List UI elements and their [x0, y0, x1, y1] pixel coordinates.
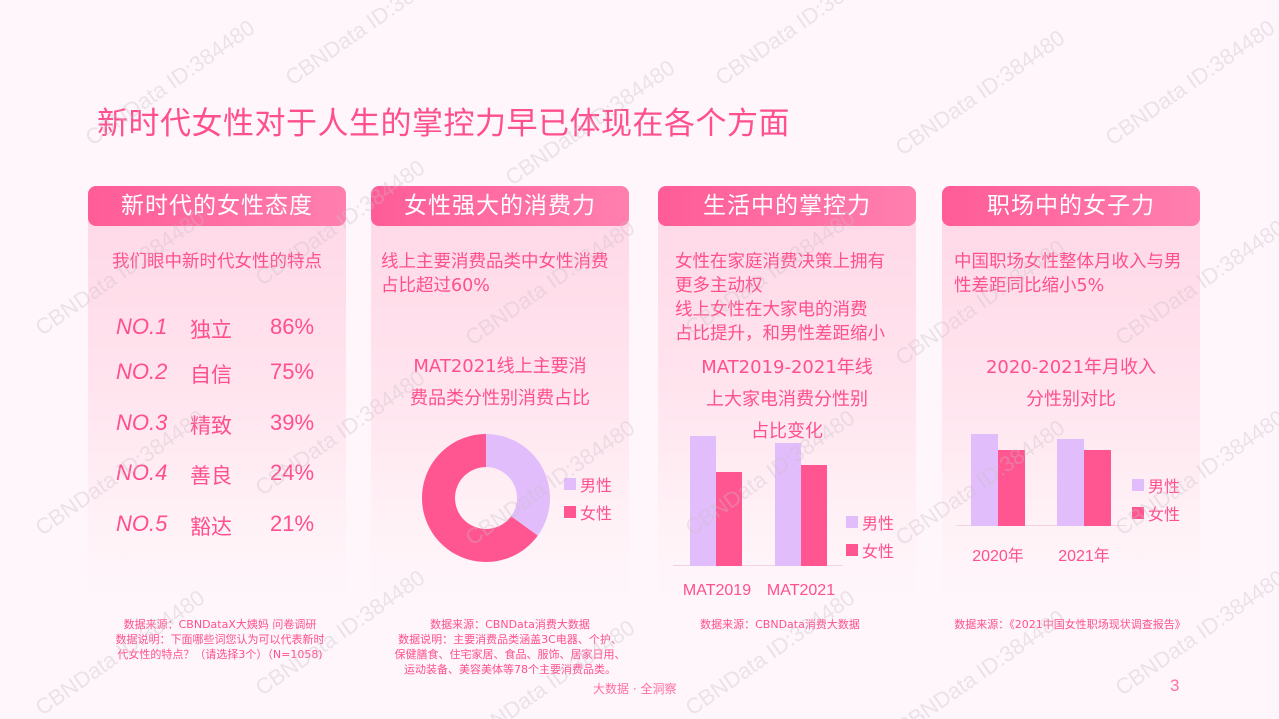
panel-description: 中国职场女性整体月收入与男性差距同比缩小5%: [954, 252, 1182, 296]
legend-item-female: 女性: [564, 498, 612, 526]
rank-row: NO.2 自信 75%: [116, 359, 326, 389]
x-axis-label: MAT2021: [766, 582, 836, 599]
x-axis-label: MAT2019: [682, 582, 752, 599]
chart-title: MAT2019-2021年线 上大家电消费分性别 占比变化: [701, 357, 873, 442]
donut-slice-female: [422, 434, 538, 562]
chart-legend: 男性 女性: [846, 508, 894, 564]
panel-home-control: 生活中的掌控力 女性在家庭消费决策上拥有 更多主动权 线上女性在大家电的消费 占…: [658, 186, 916, 606]
panel-description: 线上主要消费品类中女性消费占比超过60%: [381, 252, 609, 296]
panel-workplace: 职场中的女子力 中国职场女性整体月收入与男性差距同比缩小5% 2020-2021…: [942, 186, 1200, 606]
x-axis-label: 2021年: [1058, 548, 1110, 565]
donut-slice-male: [486, 434, 550, 536]
rank-percent: 86%: [270, 314, 315, 339]
rank-percent: 39%: [270, 410, 315, 435]
watermark: CBNData ID:384480: [710, 0, 890, 91]
rank-percent: 21%: [270, 511, 315, 536]
panel-background: [942, 208, 1200, 606]
rank-percent: 24%: [270, 460, 315, 485]
x-axis-label: 2020年: [972, 548, 1024, 565]
rank-word: 精致: [190, 414, 232, 438]
legend-item-male: 男性: [1132, 471, 1180, 499]
bar-chart: [956, 434, 1126, 526]
rank-number: NO.2: [116, 359, 168, 384]
bar-male: [971, 434, 998, 526]
rank-row: NO.1 独立 86%: [116, 314, 326, 344]
rank-row: NO.3 精致 39%: [116, 410, 326, 440]
data-source-note: 数据来源：《2021中国女性职场现状调查报告》: [954, 618, 1186, 631]
donut-chart: [422, 434, 550, 562]
legend-swatch-male: [1132, 479, 1144, 491]
bar-female: [801, 465, 827, 566]
data-source-note: 数据来源：CBNDataX大姨妈 问卷调研 数据说明：下面哪些词您认为可以代表新…: [115, 618, 325, 661]
watermark: CBNData ID:384480: [280, 0, 460, 91]
x-axis: [673, 565, 843, 566]
rank-number: NO.4: [116, 460, 168, 485]
legend-swatch-male: [846, 516, 858, 528]
bar-male: [690, 436, 716, 566]
bar-female: [716, 472, 742, 566]
panel-background: [88, 208, 346, 606]
bar-female: [1084, 450, 1111, 526]
legend-swatch-female: [1132, 507, 1144, 519]
page-title: 新时代女性对于人生的掌控力早已体现在各个方面: [97, 106, 790, 142]
panel-header: 生活中的掌控力: [658, 186, 916, 226]
data-source-note: 数据来源：CBNData消费大数据: [700, 618, 860, 631]
chart-legend: 男性 女性: [564, 470, 612, 526]
bar-female: [998, 450, 1025, 526]
rank-row: NO.5 豁达 21%: [116, 511, 326, 541]
legend-item-female: 女性: [846, 536, 894, 564]
footer-brand: 大数据 · 全洞察: [593, 682, 677, 696]
legend-item-female: 女性: [1132, 499, 1180, 527]
rank-word: 豁达: [190, 515, 232, 539]
panel-header: 职场中的女子力: [942, 186, 1200, 226]
panel-header: 女性强大的消费力: [371, 186, 629, 226]
bar-chart: [673, 436, 843, 566]
rank-row: NO.4 善良 24%: [116, 460, 326, 490]
bar-male: [775, 443, 801, 566]
panel-consumption: 女性强大的消费力 线上主要消费品类中女性消费占比超过60% MAT2021线上主…: [371, 186, 629, 606]
panel-description: 女性在家庭消费决策上拥有 更多主动权 线上女性在大家电的消费 占比提升，和男性差…: [675, 252, 885, 344]
x-axis: [956, 525, 1126, 526]
watermark: CBNData ID:384480: [1100, 14, 1279, 151]
rank-number: NO.1: [116, 314, 168, 339]
panel-attitude: 新时代的女性态度 我们眼中新时代女性的特点 NO.1 独立 86% NO.2 自…: [88, 186, 346, 606]
legend-item-male: 男性: [846, 508, 894, 536]
legend-swatch-female: [846, 544, 858, 556]
legend-item-male: 男性: [564, 470, 612, 498]
chart-legend: 男性 女性: [1132, 471, 1180, 527]
rank-number: NO.3: [116, 410, 168, 435]
panel-header: 新时代的女性态度: [88, 186, 346, 226]
page-number: 3: [1170, 676, 1180, 695]
rank-word: 善良: [190, 464, 232, 488]
legend-swatch-male: [564, 478, 576, 490]
legend-swatch-female: [564, 506, 576, 518]
rank-word: 自信: [190, 363, 232, 387]
data-source-note: 数据来源：CBNData消费大数据 数据说明：主要消费品类涵盖3C电器、个护、 …: [394, 618, 626, 676]
rank-word: 独立: [190, 318, 232, 342]
rank-number: NO.5: [116, 511, 168, 536]
rank-percent: 75%: [270, 359, 315, 384]
chart-title: 2020-2021年月收入 分性别对比: [985, 357, 1157, 410]
panel-description: 我们眼中新时代女性的特点: [112, 252, 322, 272]
chart-title: MAT2021线上主要消 费品类分性别消费占比: [410, 356, 590, 409]
watermark: CBNData ID:384480: [890, 24, 1070, 161]
bar-male: [1057, 439, 1084, 526]
